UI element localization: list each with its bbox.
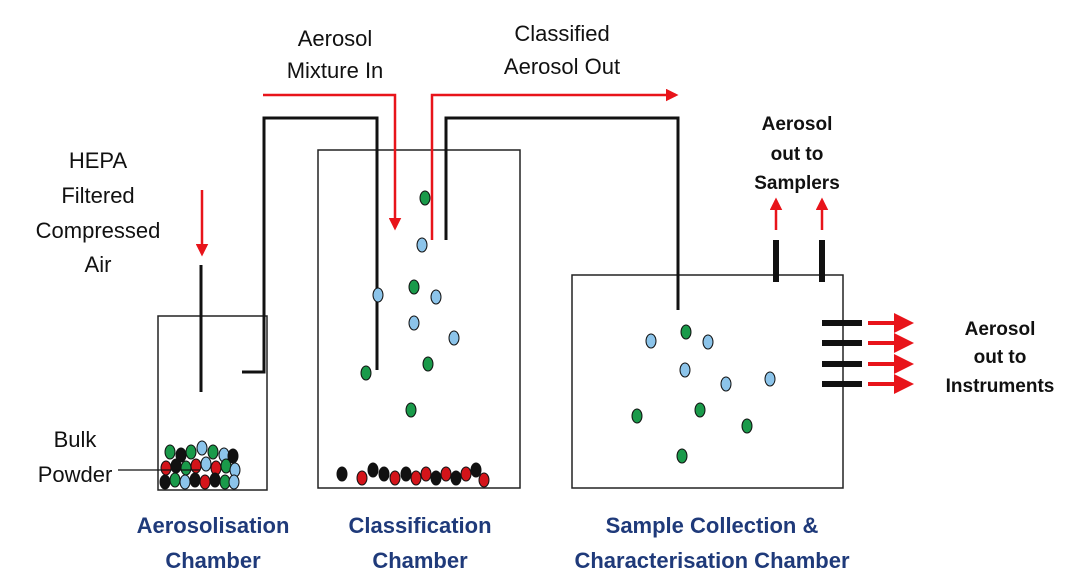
particle (199, 474, 211, 490)
particle (190, 458, 202, 474)
chamber-label: Sample Collection & (606, 513, 819, 538)
samplers-label: out to (771, 144, 824, 165)
particle (679, 362, 691, 378)
chamber-label: Classification (348, 513, 491, 538)
instruments-label: out to (974, 347, 1027, 368)
particle (405, 402, 417, 418)
particle (702, 334, 714, 350)
particle (196, 440, 208, 456)
particle (185, 444, 197, 460)
particle (470, 462, 482, 478)
particle (410, 470, 422, 486)
particles (159, 190, 776, 490)
samplers-label: Aerosol (762, 114, 833, 135)
chamber-label: Aerosolisation (137, 513, 290, 538)
particle (378, 466, 390, 482)
particle (440, 466, 452, 482)
hepa-label: Compressed (36, 218, 161, 243)
instruments-label: Instruments (946, 376, 1055, 397)
powder-label: Powder (38, 462, 113, 487)
particle (336, 466, 348, 482)
outlet-label: Aerosol Out (504, 54, 620, 79)
particle (360, 365, 372, 381)
particle (180, 460, 192, 476)
samplers-label: Samplers (754, 173, 840, 194)
particle (448, 330, 460, 346)
particle (189, 472, 201, 488)
particle (631, 408, 643, 424)
particle (478, 472, 490, 488)
outlet-label: Classified (514, 21, 609, 46)
hepa-label: Filtered (61, 183, 134, 208)
particle (460, 466, 472, 482)
particle (389, 470, 401, 486)
hepa-label: Air (85, 252, 112, 277)
particle (179, 474, 191, 490)
particle (416, 237, 428, 253)
classification-chamber (317, 149, 521, 489)
powder-label: Bulk (54, 427, 98, 452)
sample-chamber (571, 274, 844, 489)
outlet-arrow (430, 88, 679, 240)
chamber-label: Characterisation Chamber (574, 548, 850, 573)
particle (207, 444, 219, 460)
chamber-label: Chamber (372, 548, 468, 573)
particle (450, 470, 462, 486)
particle (430, 289, 442, 305)
transfer-pipe (242, 116, 379, 374)
inlet-label: Mixture In (287, 58, 384, 83)
instrument-ports (822, 313, 914, 394)
particle (764, 371, 776, 387)
chamber-label: Chamber (165, 548, 261, 573)
particle (169, 472, 181, 488)
inlet-label: Aerosol (298, 26, 373, 51)
hepa-label: HEPA (69, 148, 128, 173)
instruments-label: Aerosol (965, 319, 1036, 340)
aerosolisation-chamber (157, 315, 268, 491)
particle (408, 315, 420, 331)
particle (372, 287, 384, 303)
particle (220, 458, 232, 474)
outlet-pipe (444, 116, 680, 310)
particle (741, 418, 753, 434)
particle (420, 466, 432, 482)
particle (400, 466, 412, 482)
inlet-arrow (263, 93, 402, 231)
particle (676, 448, 688, 464)
particle (209, 472, 221, 488)
particle (422, 356, 434, 372)
particle (430, 470, 442, 486)
particle (200, 456, 212, 472)
particle (170, 458, 182, 474)
particle (419, 190, 431, 206)
particle (694, 402, 706, 418)
particle (680, 324, 692, 340)
particle (645, 333, 657, 349)
particle (367, 462, 379, 478)
particle (720, 376, 732, 392)
particle (160, 460, 172, 476)
particle (164, 444, 176, 460)
particle (228, 474, 240, 490)
particle (408, 279, 420, 295)
particle (159, 474, 171, 490)
particle (356, 470, 368, 486)
